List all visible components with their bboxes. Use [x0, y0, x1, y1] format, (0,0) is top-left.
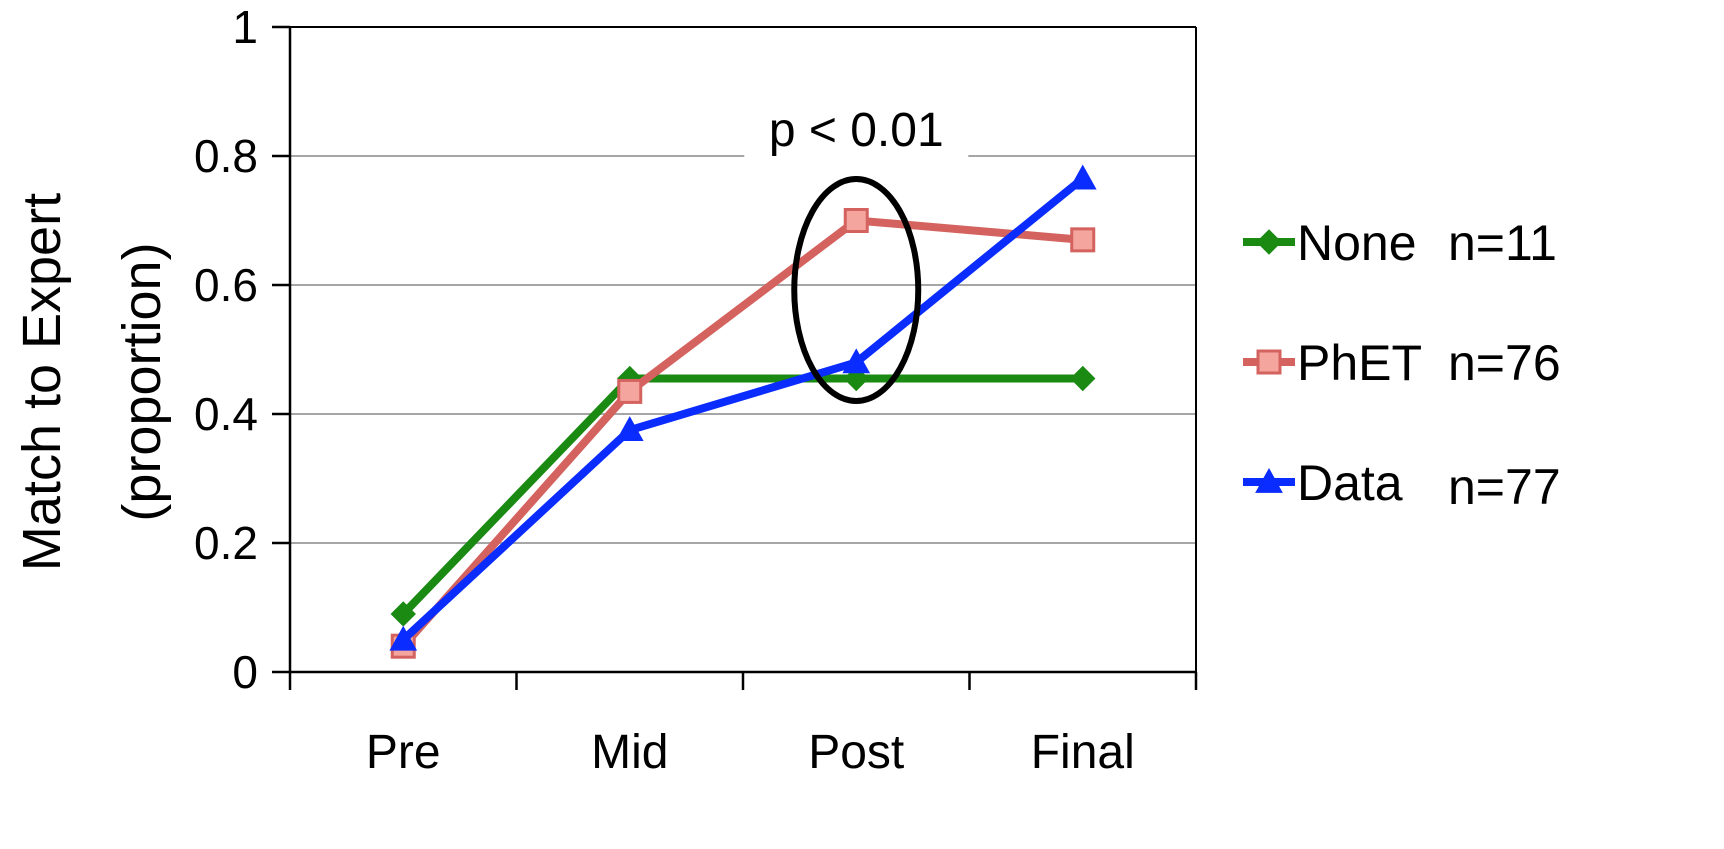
y-tick-label-0: 0	[232, 646, 258, 698]
x-category-label-final: Final	[1031, 726, 1135, 779]
point-phet-post	[843, 208, 869, 233]
legend-count-data: n=77	[1448, 459, 1561, 515]
series-line-phet	[400, 216, 1084, 649]
y-axis-subtitle: (proportion)	[112, 242, 172, 521]
legend-item-none: None n=11	[1243, 215, 1557, 271]
legend-count-phet: n=76	[1448, 335, 1561, 391]
point-data-final	[1068, 164, 1097, 190]
legend: None n=11 PhET n=76 Data n=77	[1243, 215, 1561, 515]
y-tick-label-1: 0.2	[194, 517, 258, 569]
y-tick-label-3: 0.6	[194, 259, 258, 311]
series-line-data	[400, 175, 1086, 643]
series-data	[389, 164, 1097, 651]
legend-label-data: Data	[1297, 455, 1403, 511]
point-data-pre	[389, 625, 418, 651]
legend-marker-data	[1255, 467, 1283, 493]
x-category-label-mid: Mid	[591, 726, 668, 779]
series-phet	[390, 208, 1096, 659]
x-category-label-post: Post	[808, 726, 904, 779]
significance-ellipse	[791, 176, 922, 404]
point-phet-mid	[617, 378, 643, 404]
legend-marker-phet	[1256, 349, 1282, 375]
y-tick-label-2: 0.4	[194, 388, 258, 440]
series-line-none	[400, 374, 1083, 617]
significance-label: p < 0.01	[769, 104, 944, 157]
axes	[272, 25, 1198, 690]
series-none	[390, 365, 1096, 627]
annotation: p < 0.01	[744, 100, 969, 404]
y-tick-label-4: 0.8	[194, 130, 258, 182]
x-category-label-pre: Pre	[366, 726, 441, 779]
legend-count-none: n=11	[1448, 215, 1557, 271]
point-none-final	[1070, 365, 1096, 392]
x-category-labels: Pre Mid Post Final	[366, 726, 1135, 779]
legend-label-phet: PhET	[1297, 335, 1422, 391]
legend-item-data: Data n=77	[1243, 455, 1561, 515]
grid-lines	[290, 155, 1196, 544]
series	[389, 164, 1097, 659]
legend-label-none: None	[1297, 215, 1417, 271]
point-phet-final	[1070, 227, 1096, 253]
point-data-post	[842, 348, 871, 374]
y-tick-label-5: 1	[232, 1, 258, 53]
legend-marker-none	[1256, 229, 1282, 255]
y-tick-labels: 0 0.2 0.4 0.6 0.8 1	[194, 1, 258, 698]
point-data-mid	[615, 416, 644, 442]
annotation-background	[744, 100, 969, 166]
legend-item-phet: PhET n=76	[1243, 335, 1561, 391]
y-axis-title: Match to Expert	[12, 193, 72, 571]
